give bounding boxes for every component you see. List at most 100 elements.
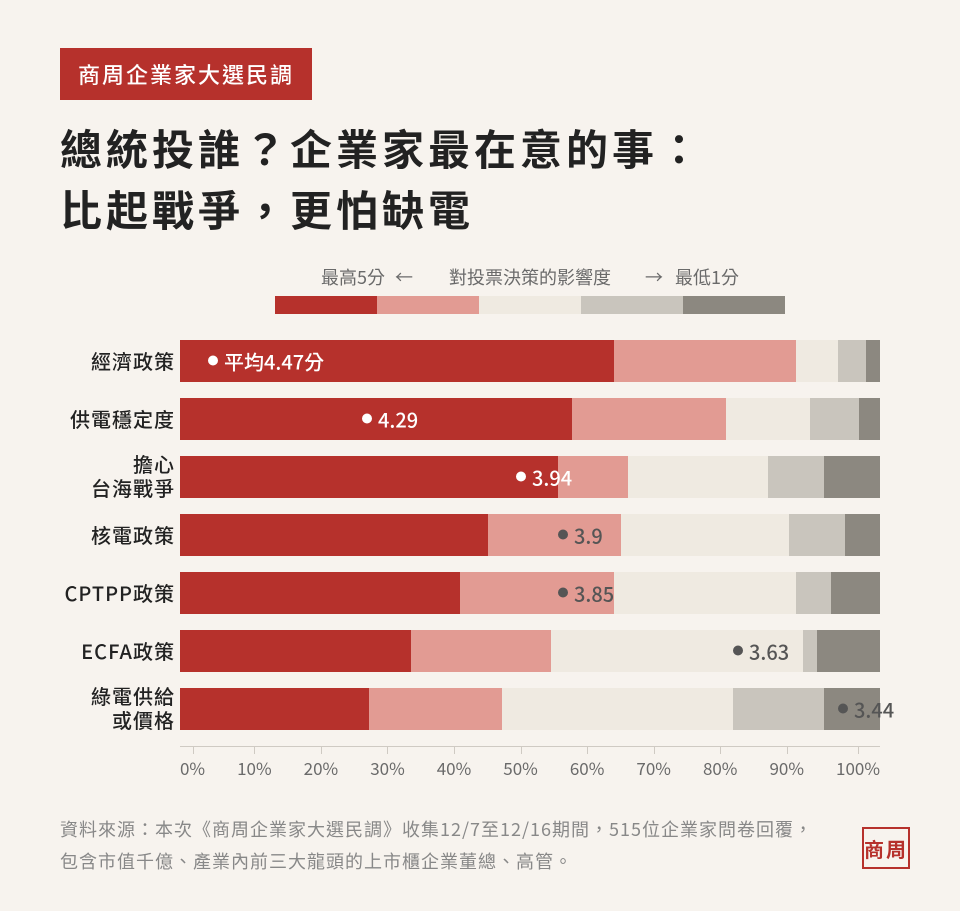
legend-color-scale: [275, 296, 785, 314]
row-label: CPTPP政策: [45, 581, 175, 605]
legend-seg: [479, 296, 581, 314]
marker-dot-icon: [362, 414, 372, 424]
bar-segment: [614, 572, 796, 614]
bar-track: 3.9: [180, 514, 880, 556]
avg-marker: 平均4.47分: [208, 346, 324, 375]
source-footer: 資料來源：本次《商周企業家大選民調》收集12/7至12/16期間，515位企業家…: [60, 814, 830, 877]
legend-seg: [683, 296, 785, 314]
axis-tick: 60%: [570, 755, 605, 780]
bar-segment: [180, 456, 558, 498]
chart-row: 綠電供給或價格3.44: [180, 688, 880, 730]
bar-segment: [824, 456, 880, 498]
avg-marker: 3.63: [733, 636, 789, 665]
marker-text: 3.94: [532, 462, 572, 491]
bar-segment: [768, 456, 824, 498]
bar-segment: [817, 630, 880, 672]
legend-center-label: 對投票決策的影響度: [449, 264, 611, 290]
bar-segment: [859, 398, 880, 440]
chart-row: 核電政策3.9: [180, 514, 880, 556]
row-label: 擔心台海戰爭: [45, 452, 175, 500]
chart-row: CPTPP政策3.85: [180, 572, 880, 614]
row-label: 綠電供給或價格: [45, 684, 175, 732]
bar-track: 3.94: [180, 456, 880, 498]
legend-right-label: 最低1分: [675, 264, 739, 290]
bar-segment: [796, 572, 831, 614]
chart-row: 擔心台海戰爭3.94: [180, 456, 880, 498]
axis-tick: 100%: [836, 755, 880, 780]
bar-segment: [502, 688, 733, 730]
legend-seg: [275, 296, 377, 314]
axis-tick: 80%: [703, 755, 738, 780]
chart-row: ECFA政策3.63: [180, 630, 880, 672]
row-label: 供電穩定度: [45, 407, 175, 431]
marker-text: 3.63: [749, 636, 789, 665]
brand-logo: 商周: [862, 827, 910, 869]
marker-text: 4.29: [378, 404, 418, 433]
axis-tick: 50%: [503, 755, 538, 780]
avg-marker: 3.85: [558, 578, 614, 607]
bar-segment: [810, 398, 859, 440]
axis-tick: 0%: [180, 755, 205, 780]
bar-track: 4.29: [180, 398, 880, 440]
bar-segment: [411, 630, 551, 672]
bar-segment: [796, 340, 838, 382]
bar-segment: [831, 572, 880, 614]
page-title: 總統投誰？企業家最在意的事： 比起戰爭，更怕缺電: [60, 118, 900, 240]
bar-segment: [614, 340, 796, 382]
x-axis: 0% 10% 20% 30% 40% 50% 60% 70% 80% 90% 100%: [180, 746, 880, 780]
bar-segment: [180, 688, 369, 730]
marker-dot-icon: [208, 356, 218, 366]
bar-rows: 經濟政策平均4.47分供電穩定度4.29 擔心台海戰爭3.94 核電政策3.9 CPT…: [180, 340, 880, 730]
marker-text: 3.44: [854, 694, 894, 723]
chart-row: 經濟政策平均4.47分: [180, 340, 880, 382]
marker-dot-icon: [558, 588, 568, 598]
avg-marker: 3.44: [838, 694, 894, 723]
arrow-left-icon: ←: [395, 264, 415, 290]
infographic-card: 商周企業家大選民調 總統投誰？企業家最在意的事： 比起戰爭，更怕缺電 最高5分 …: [0, 0, 960, 911]
bar-segment: [180, 514, 488, 556]
bar-segment: [628, 456, 768, 498]
bar-segment: [803, 630, 817, 672]
bar-segment: [572, 398, 726, 440]
bar-track: 3.85: [180, 572, 880, 614]
survey-badge: 商周企業家大選民調: [60, 48, 312, 100]
marker-dot-icon: [838, 704, 848, 714]
marker-text: 3.85: [574, 578, 614, 607]
bar-segment: [866, 340, 880, 382]
marker-dot-icon: [516, 472, 526, 482]
bar-segment: [789, 514, 845, 556]
axis-tick: 30%: [370, 755, 405, 780]
axis-tick: 90%: [769, 755, 804, 780]
chart-area: 最高5分 ← 對投票決策的影響度 → 最低1分 經濟政策平均4.47分供電穩定度…: [180, 264, 880, 780]
bar-segment: [369, 688, 502, 730]
row-label: 核電政策: [45, 523, 175, 547]
bar-segment: [180, 630, 411, 672]
avg-marker: 3.9: [558, 520, 603, 549]
bar-track: 平均4.47分: [180, 340, 880, 382]
axis-tick: 70%: [636, 755, 671, 780]
avg-marker: 3.94: [516, 462, 572, 491]
avg-marker: 4.29: [362, 404, 418, 433]
bar-segment: [733, 688, 824, 730]
title-line-2: 比起戰爭，更怕缺電: [60, 178, 474, 239]
chart-row: 供電穩定度4.29: [180, 398, 880, 440]
row-label: 經濟政策: [45, 349, 175, 373]
legend-seg: [377, 296, 479, 314]
bar-segment: [621, 514, 789, 556]
bar-segment: [838, 340, 866, 382]
marker-text: 平均4.47分: [224, 346, 324, 375]
marker-dot-icon: [733, 646, 743, 656]
legend-labels: 最高5分 ← 對投票決策的影響度 → 最低1分: [180, 264, 880, 290]
bar-segment: [726, 398, 810, 440]
bar-segment: [180, 572, 460, 614]
axis-tick: 10%: [237, 755, 272, 780]
bar-segment: [845, 514, 880, 556]
marker-dot-icon: [558, 530, 568, 540]
row-label: ECFA政策: [45, 639, 175, 663]
bar-track: 3.63: [180, 630, 880, 672]
axis-tick: 20%: [304, 755, 339, 780]
legend-left-label: 最高5分: [321, 264, 385, 290]
axis-tick: 40%: [437, 755, 472, 780]
legend-seg: [581, 296, 683, 314]
marker-text: 3.9: [574, 520, 603, 549]
